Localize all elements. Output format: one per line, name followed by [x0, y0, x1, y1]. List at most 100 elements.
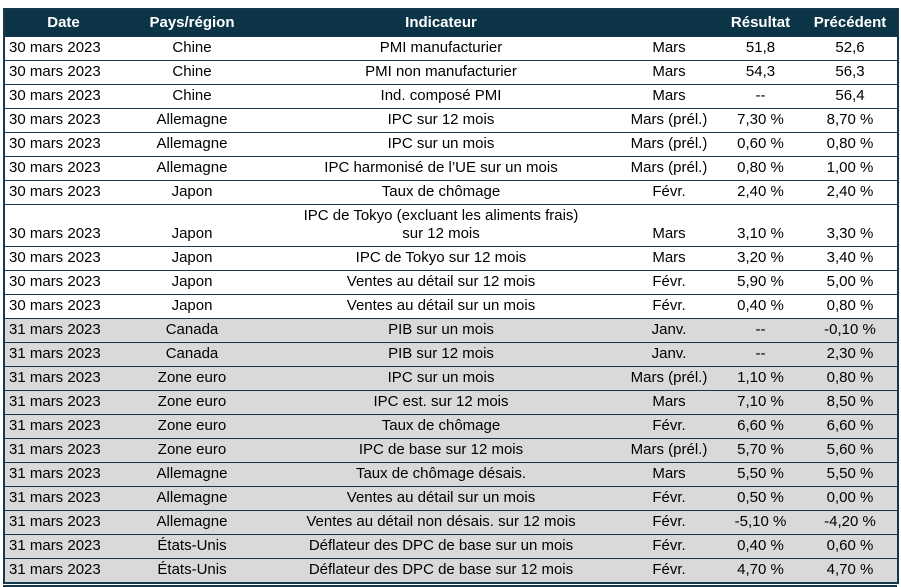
cell-result: 7,30 % [718, 107, 803, 132]
cell-date: 31 mars 2023 [4, 341, 122, 366]
cell-indicator: Ventes au détail sur 12 mois [262, 269, 620, 294]
cell-period: Mars [620, 83, 718, 108]
cell-period: Mars [620, 203, 718, 246]
cell-date: 31 mars 2023 [4, 557, 122, 583]
cell-result: 5,90 % [718, 269, 803, 294]
cell-indicator: IPC de base sur 12 mois [262, 437, 620, 462]
header-period [620, 9, 718, 36]
cell-result: -- [718, 317, 803, 342]
cell-indicator: IPC sur un mois [262, 131, 620, 156]
cell-period: Janv. [620, 317, 718, 342]
cell-period: Mars (prél.) [620, 437, 718, 462]
cell-result: 5,70 % [718, 437, 803, 462]
cell-result: 3,10 % [718, 203, 803, 246]
cell-previous: 0,80 % [803, 365, 898, 390]
cell-previous: 2,40 % [803, 179, 898, 204]
table-row: 31 mars 2023 Canada PIB sur un mois Janv… [4, 317, 898, 342]
cell-date: 31 mars 2023 [4, 437, 122, 462]
cell-indicator: IPC sur un mois [262, 365, 620, 390]
cell-date: 30 mars 2023 [4, 245, 122, 270]
cell-date: 30 mars 2023 [4, 59, 122, 84]
table-row: 30 mars 2023 Japon Taux de chômage Févr.… [4, 179, 898, 204]
cell-region: Zone euro [122, 413, 262, 438]
table-row: 30 mars 2023 Allemagne IPC sur 12 mois M… [4, 107, 898, 132]
cell-previous: 52,6 [803, 35, 898, 60]
cell-result: 0,40 % [718, 533, 803, 558]
cell-previous: -0,10 % [803, 317, 898, 342]
cell-indicator: PMI non manufacturier [262, 59, 620, 84]
cell-period: Févr. [620, 293, 718, 318]
table-body: 30 mars 2023 Chine PMI manufacturier Mar… [4, 35, 898, 583]
cell-region: Allemagne [122, 485, 262, 510]
cell-date: 31 mars 2023 [4, 365, 122, 390]
cell-previous: 5,50 % [803, 461, 898, 486]
cell-region: Zone euro [122, 437, 262, 462]
cell-date: 30 mars 2023 [4, 155, 122, 180]
cell-date: 30 mars 2023 [4, 107, 122, 132]
cell-indicator: PIB sur un mois [262, 317, 620, 342]
cell-region: Japon [122, 293, 262, 318]
cell-period: Mars [620, 461, 718, 486]
cell-indicator: Déflateur des DPC de base sur 12 mois [262, 557, 620, 583]
table-row: 31 mars 2023 Allemagne Ventes au détail … [4, 485, 898, 510]
cell-indicator: IPC sur 12 mois [262, 107, 620, 132]
cell-region: États-Unis [122, 533, 262, 558]
cell-previous: 1,00 % [803, 155, 898, 180]
table-row: 31 mars 2023 Canada PIB sur 12 mois Janv… [4, 341, 898, 366]
cell-date: 31 mars 2023 [4, 533, 122, 558]
table-row: 31 mars 2023 États-Unis Déflateur des DP… [4, 533, 898, 558]
cell-period: Févr. [620, 557, 718, 583]
cell-period: Févr. [620, 179, 718, 204]
cell-region: Allemagne [122, 461, 262, 486]
table-row: 30 mars 2023 Chine PMI manufacturier Mar… [4, 35, 898, 60]
table-row: 30 mars 2023 Chine PMI non manufacturier… [4, 59, 898, 84]
cell-result: 7,10 % [718, 389, 803, 414]
cell-previous: 5,60 % [803, 437, 898, 462]
cell-indicator: IPC harmonisé de l’UE sur un mois [262, 155, 620, 180]
table-row: 30 mars 2023 Japon Ventes au détail sur … [4, 269, 898, 294]
cell-indicator: IPC de Tokyo (excluant les aliments frai… [262, 203, 620, 246]
cell-period: Févr. [620, 485, 718, 510]
cell-indicator: Ind. composé PMI [262, 83, 620, 108]
cell-region: Japon [122, 179, 262, 204]
cell-result: 2,40 % [718, 179, 803, 204]
table-row: 30 mars 2023 Allemagne IPC sur un mois M… [4, 131, 898, 156]
cell-period: Févr. [620, 413, 718, 438]
cell-indicator: Taux de chômage [262, 413, 620, 438]
header-region: Pays/région [122, 9, 262, 36]
header-date: Date [4, 9, 122, 36]
cell-indicator: Ventes au détail sur un mois [262, 485, 620, 510]
cell-previous: 0,60 % [803, 533, 898, 558]
cell-result: 6,60 % [718, 413, 803, 438]
cell-result: 0,80 % [718, 155, 803, 180]
cell-result: -5,10 % [718, 509, 803, 534]
cell-previous: 6,60 % [803, 413, 898, 438]
table-row: 31 mars 2023 Zone euro IPC sur un mois M… [4, 365, 898, 390]
table-row: 30 mars 2023 Japon IPC de Tokyo sur 12 m… [4, 245, 898, 270]
cell-date: 30 mars 2023 [4, 131, 122, 156]
cell-indicator: Déflateur des DPC de base sur un mois [262, 533, 620, 558]
cell-previous: 8,70 % [803, 107, 898, 132]
cell-period: Févr. [620, 533, 718, 558]
table-row: 31 mars 2023 États-Unis Déflateur des DP… [4, 557, 898, 583]
table-row: 31 mars 2023 Zone euro IPC de base sur 1… [4, 437, 898, 462]
cell-period: Mars [620, 59, 718, 84]
header-previous: Précédent [803, 9, 898, 36]
cell-date: 30 mars 2023 [4, 179, 122, 204]
cell-indicator: IPC est. sur 12 mois [262, 389, 620, 414]
cell-period: Mars (prél.) [620, 155, 718, 180]
cell-previous: 56,4 [803, 83, 898, 108]
cell-result: -- [718, 341, 803, 366]
table-row: 31 mars 2023 Allemagne Taux de chômage d… [4, 461, 898, 486]
cell-indicator: IPC de Tokyo sur 12 mois [262, 245, 620, 270]
cell-period: Févr. [620, 269, 718, 294]
cell-date: 31 mars 2023 [4, 317, 122, 342]
cell-region: Japon [122, 245, 262, 270]
cell-previous: 5,00 % [803, 269, 898, 294]
cell-result: 1,10 % [718, 365, 803, 390]
cell-result: 51,8 [718, 35, 803, 60]
cell-previous: -4,20 % [803, 509, 898, 534]
table-row: 31 mars 2023 Zone euro Taux de chômage F… [4, 413, 898, 438]
cell-previous: 4,70 % [803, 557, 898, 583]
